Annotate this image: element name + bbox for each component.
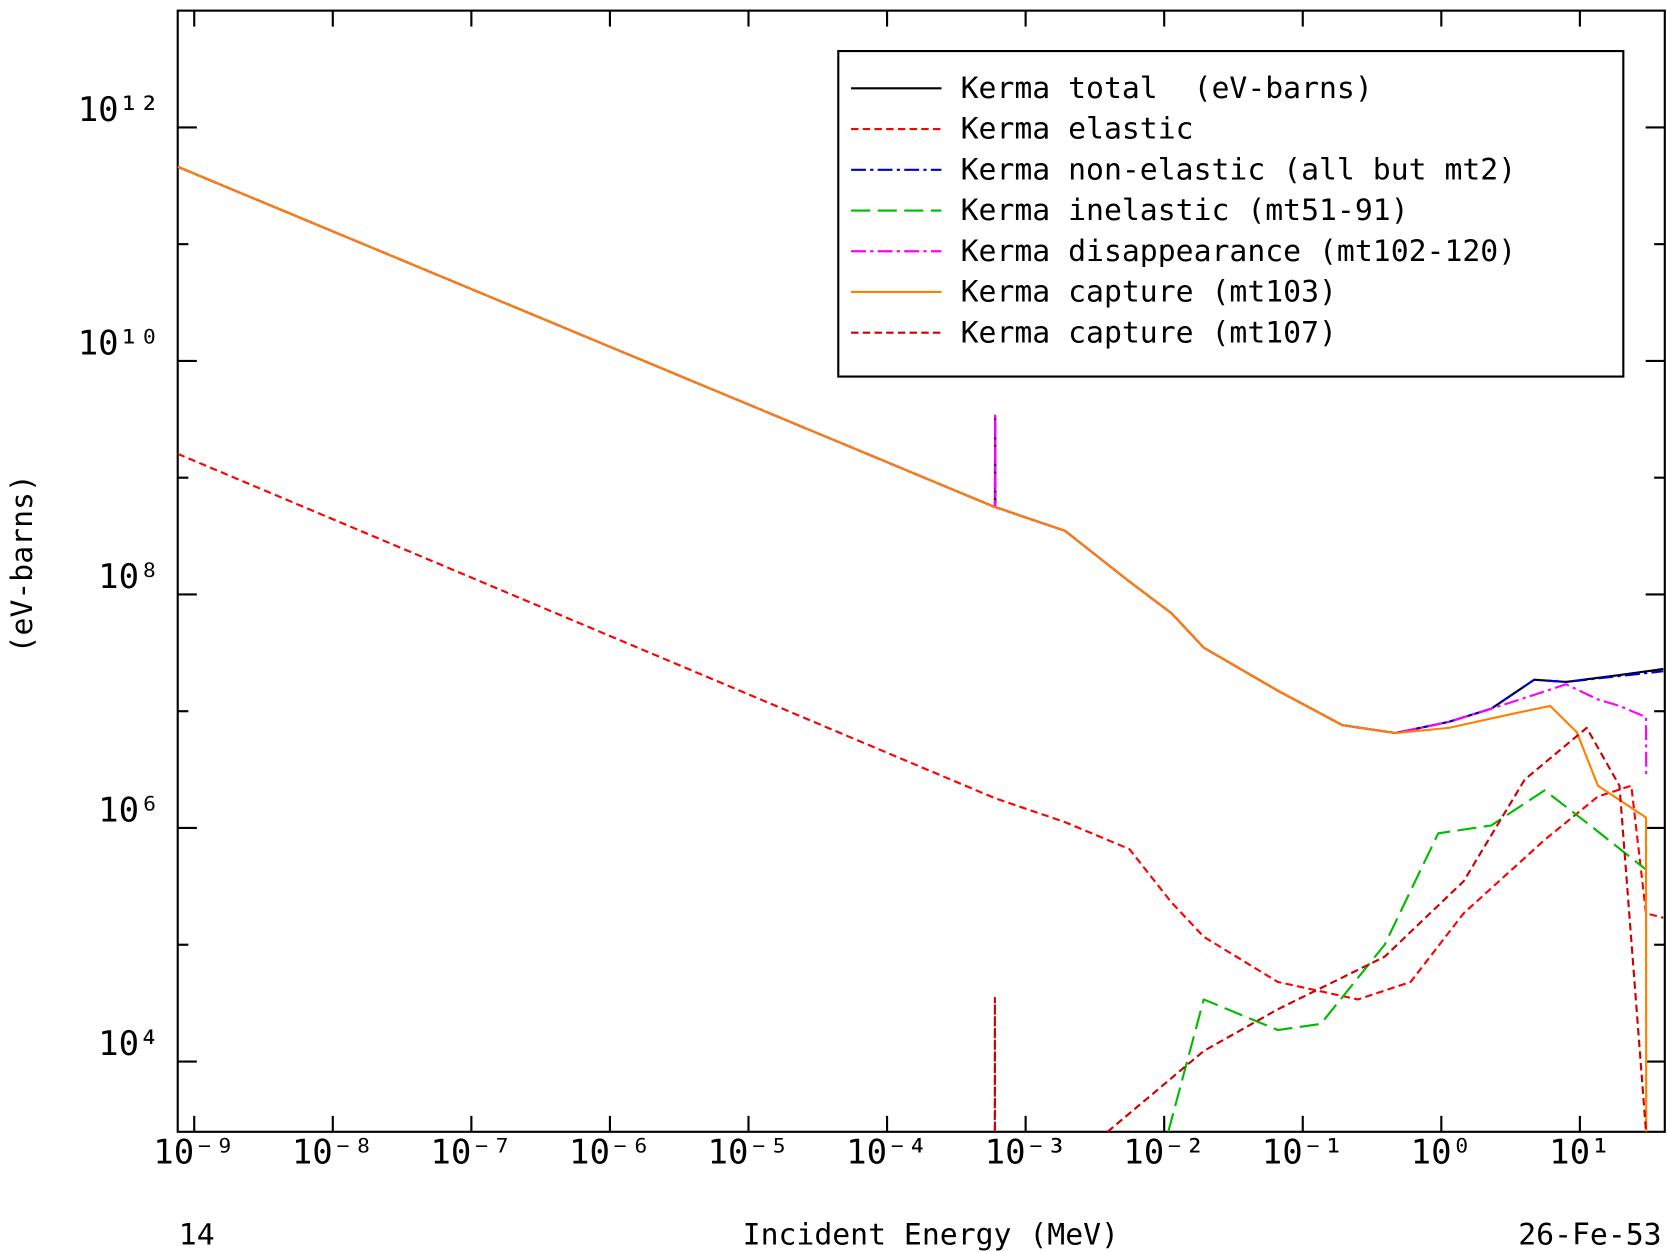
legend-box (837, 49, 1625, 378)
legend-label: Kerma disappearance (mt102-120) (961, 234, 1517, 269)
x-tick-label: 10⁻⁷ (430, 1133, 512, 1173)
x-tick-label: 10⁻⁹ (153, 1133, 235, 1173)
footer-left: 14 (179, 1218, 215, 1252)
legend-label: Kerma total (eV-barns) (961, 71, 1373, 106)
y-tick-label: 10¹² (78, 90, 160, 130)
series-line (177, 452, 1664, 1001)
legend-label: Kerma elastic (961, 112, 1194, 147)
x-tick-label: 10⁻³ (985, 1133, 1067, 1173)
legend-label: Kerma capture (mt103) (961, 275, 1337, 310)
series-line (177, 165, 1648, 1132)
footer-right: 26-Fe-53 (1518, 1218, 1661, 1252)
plot-lines (177, 165, 1664, 1132)
x-tick-label: 10⁻¹ (1262, 1133, 1344, 1173)
legend: Kerma total (eV-barns) Kerma elastic Kerma… (851, 71, 1516, 350)
legend-label: Kerma inelastic (mt51-91) (961, 193, 1409, 228)
legend-label: Kerma capture (mt107) (961, 315, 1337, 350)
series-line (993, 726, 1648, 1132)
y-tick-label: 10⁴ (98, 1024, 159, 1064)
x-tick-label: 10¹ (1549, 1133, 1610, 1173)
x-tick-label: 10⁻⁶ (569, 1133, 651, 1173)
y-tick-label: 10⁶ (98, 791, 159, 831)
plot-frame (176, 9, 1666, 1133)
x-tick-label: 10⁻⁴ (846, 1133, 928, 1173)
x-tick-label: 10⁻² (1123, 1133, 1205, 1173)
x-tick-label: 10⁻⁵ (708, 1133, 790, 1173)
x-axis-label: Incident Energy (MeV) (743, 1218, 1119, 1252)
x-tick-label: 10⁰ (1411, 1133, 1472, 1173)
x-tick-label: 10⁻⁸ (292, 1133, 374, 1173)
series-line (1167, 789, 1647, 1132)
y-tick-label: 10¹⁰ (78, 324, 160, 364)
axes: 10⁻⁹ 10⁻⁸ 10⁻⁷ 10⁻⁶ 10⁻⁵ 10⁻⁴ 10⁻³ 10⁻² 10⁻¹ 10⁰ 1… (78, 10, 1665, 1173)
y-tick-label: 10⁸ (98, 557, 159, 597)
legend-label: Kerma non-elastic (all but mt2) (961, 152, 1517, 187)
y-axis-label: (eV-barns) (5, 474, 40, 653)
